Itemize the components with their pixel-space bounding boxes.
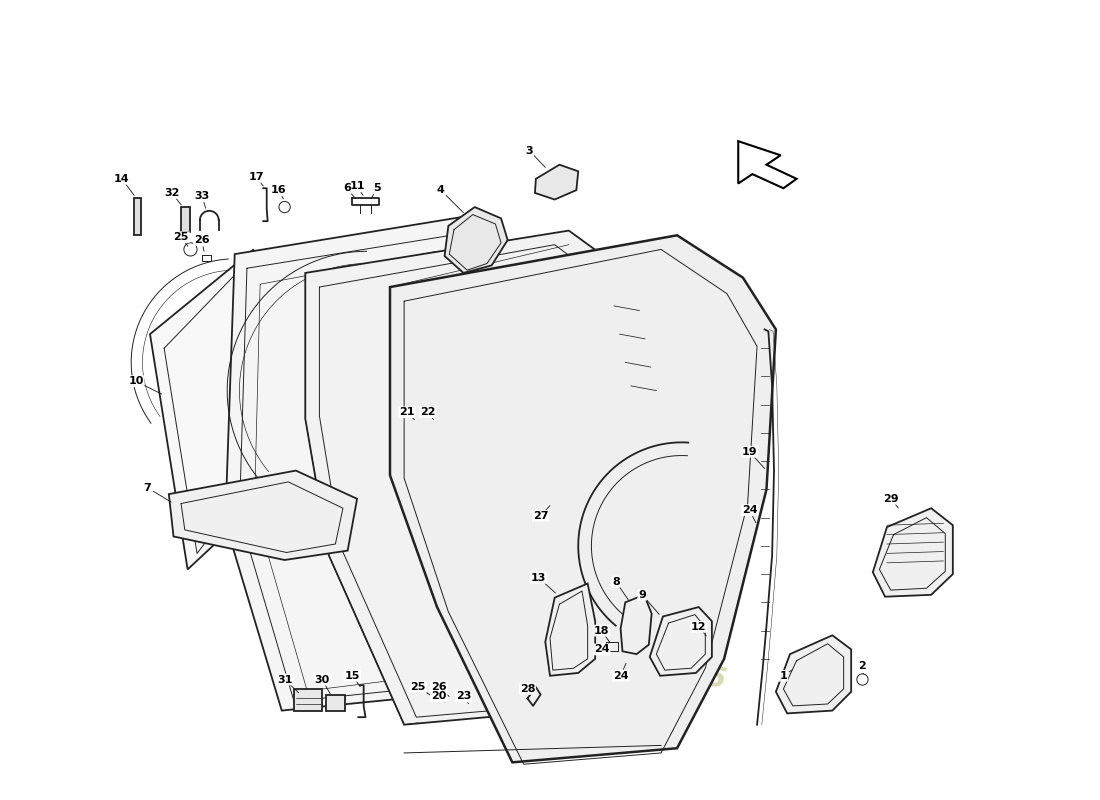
Polygon shape xyxy=(620,595,651,654)
Polygon shape xyxy=(872,508,953,597)
Text: 1: 1 xyxy=(780,670,788,681)
Polygon shape xyxy=(546,583,595,676)
Text: res: res xyxy=(490,431,667,529)
Polygon shape xyxy=(390,235,776,762)
Text: 32: 32 xyxy=(164,188,179,198)
Text: 16: 16 xyxy=(271,185,287,195)
Polygon shape xyxy=(294,689,322,710)
Text: 26: 26 xyxy=(194,235,210,245)
Text: 5: 5 xyxy=(373,183,381,194)
Polygon shape xyxy=(134,198,141,235)
Polygon shape xyxy=(226,217,507,710)
Text: 26: 26 xyxy=(431,682,447,692)
Text: 15: 15 xyxy=(344,670,360,681)
Polygon shape xyxy=(776,635,851,714)
Text: a passion: a passion xyxy=(449,579,557,621)
Text: 24: 24 xyxy=(741,505,757,515)
Text: 25: 25 xyxy=(410,682,426,692)
Text: 8: 8 xyxy=(612,577,619,586)
Text: 24: 24 xyxy=(594,645,609,654)
Polygon shape xyxy=(306,230,645,725)
Text: 28: 28 xyxy=(519,684,536,694)
Polygon shape xyxy=(650,607,712,676)
Text: 10: 10 xyxy=(129,376,144,386)
Polygon shape xyxy=(150,250,258,570)
Text: 21: 21 xyxy=(399,407,415,418)
Text: 27: 27 xyxy=(532,510,548,521)
Text: eu: eu xyxy=(217,391,356,489)
Text: 23: 23 xyxy=(455,691,471,702)
Text: 7: 7 xyxy=(143,482,151,493)
Text: 24: 24 xyxy=(613,670,628,681)
Text: since 1985: since 1985 xyxy=(559,633,729,695)
Text: 30: 30 xyxy=(315,674,330,685)
Polygon shape xyxy=(168,470,358,560)
Text: 31: 31 xyxy=(277,674,293,685)
Text: 29: 29 xyxy=(883,494,899,504)
Text: 3: 3 xyxy=(526,146,534,155)
Text: 33: 33 xyxy=(194,190,209,201)
Polygon shape xyxy=(444,207,507,273)
Polygon shape xyxy=(182,207,189,231)
Polygon shape xyxy=(535,165,579,199)
Text: 11: 11 xyxy=(350,182,365,191)
Text: 13: 13 xyxy=(531,573,547,583)
Text: 25: 25 xyxy=(174,232,189,242)
Text: 18: 18 xyxy=(594,626,609,635)
Text: 4: 4 xyxy=(437,185,444,195)
Polygon shape xyxy=(326,694,344,710)
Text: 9: 9 xyxy=(638,590,646,600)
Text: 22: 22 xyxy=(420,407,436,418)
Text: 14: 14 xyxy=(114,174,130,184)
Text: 20: 20 xyxy=(431,691,447,702)
Text: 19: 19 xyxy=(741,446,757,457)
Text: 6: 6 xyxy=(343,183,351,194)
Text: 2: 2 xyxy=(859,662,867,671)
Text: 12: 12 xyxy=(691,622,706,632)
Text: 17: 17 xyxy=(249,172,264,182)
